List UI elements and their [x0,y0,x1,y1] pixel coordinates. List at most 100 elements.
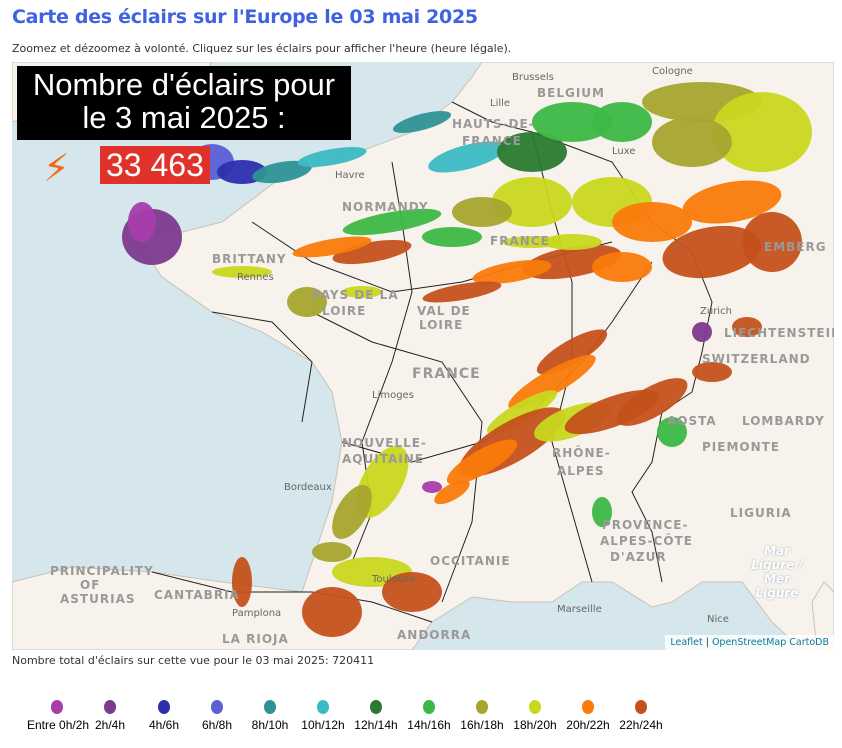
label-val-loire: LOIRE [419,318,464,332]
strike-cluster[interactable] [232,557,252,607]
strike-cluster[interactable] [592,252,652,282]
strike-cluster[interactable] [732,317,762,337]
strike-cluster[interactable] [592,497,612,527]
legend-label: 8h/10h [251,718,289,732]
strike-cluster[interactable] [391,107,453,138]
label-asturias-2: OF [80,578,101,592]
strike-cluster[interactable] [422,481,442,493]
legend-item: 8h/10h [240,700,300,732]
label-havre: Havre [335,170,365,181]
lightning-map[interactable]: Brussels BELGIUM Cologne Lille HAUTS-DE-… [12,62,834,650]
legend-color-dot [476,700,488,714]
legend-label: 12h/14h [354,718,398,732]
strike-cluster[interactable] [422,227,482,247]
strike-cluster[interactable] [657,417,687,447]
strike-cluster[interactable] [497,132,567,172]
strike-cluster[interactable] [312,542,352,562]
strike-cluster[interactable] [492,177,572,227]
legend-color-dot [529,700,541,714]
label-mer-ligure: Mar Ligure / Mer Ligure [751,544,803,600]
strike-cluster[interactable] [531,322,612,383]
label-provence-2: ALPES-CÔTE [600,534,693,548]
legend-item: 2h/4h [80,700,140,732]
label-brussels: Brussels [512,72,554,83]
strike-cluster[interactable] [679,174,784,231]
legend-item: 18h/20h [505,700,565,732]
map-canvas[interactable] [12,62,834,650]
strike-cluster[interactable] [291,232,373,262]
strike-cluster[interactable] [592,102,652,142]
strike-cluster[interactable] [296,143,368,171]
label-asturias-3: ASTURIAS [60,592,136,606]
leaflet-link[interactable]: Leaflet [670,637,703,648]
strike-cluster[interactable] [542,234,602,250]
legend-item: Entre 0h/2h [27,700,89,732]
strike-cluster[interactable] [251,157,314,187]
strike-cluster[interactable] [441,432,522,493]
strike-cluster[interactable] [287,287,327,317]
strike-cluster[interactable] [658,219,765,286]
legend-item: 6h/8h [187,700,247,732]
strike-cluster[interactable] [610,369,694,435]
lightning-strikes[interactable] [122,82,812,637]
strike-cluster[interactable] [431,475,474,509]
strike-cluster[interactable] [425,135,508,179]
legend-color-dot [211,700,223,714]
label-cantabria: CANTABRIA [154,588,240,602]
legend-item: 22h/24h [611,700,671,732]
strike-cluster[interactable] [692,322,712,342]
strike-cluster[interactable] [324,479,380,546]
strike-cluster[interactable] [382,572,442,612]
strike-cluster[interactable] [482,383,561,440]
strike-cluster[interactable] [532,102,612,142]
map-attribution: Leaflet | OpenStreetMap CartoDB [665,635,834,650]
legend-item: 16h/18h [452,700,512,732]
strike-cluster[interactable] [692,362,732,382]
label-france: FRANCE [412,366,481,382]
count-heading-line1: Nombre d'éclairs pour [32,67,336,102]
strike-cluster[interactable] [421,277,503,307]
label-zurich: Zurich [700,306,732,317]
legend-label: 2h/4h [94,718,126,732]
label-marseille: Marseille [557,604,602,615]
legend-label: 18h/20h [513,718,557,732]
page-title: Carte des éclairs sur l'Europe le 03 mai… [12,6,478,28]
legend-color-dot [51,700,63,714]
label-provence-1: PROVENCE- [602,518,689,532]
label-lombardy: LOMBARDY [742,414,825,428]
count-heading-line2: le 3 mai 2025 : [82,100,286,135]
legend-item: 14h/16h [399,700,459,732]
label-switzerland: SWITZERLAND [702,352,811,366]
label-belgium: BELGIUM [537,86,605,100]
label-provence-3: D'AZUR [610,550,667,564]
legend-label: 22h/24h [619,718,663,732]
label-liechtenstein: LIECHTENSTEIN [724,326,834,340]
legend-color-dot [423,700,435,714]
strike-cluster[interactable] [452,197,512,227]
strike-cluster[interactable] [341,203,443,240]
strike-cluster[interactable] [331,235,413,269]
legend-color-dot [264,700,276,714]
label-rennes: Rennes [237,272,274,283]
legend-color-dot [104,700,116,714]
strike-cluster[interactable] [502,236,562,248]
strike-cluster[interactable] [503,347,602,418]
strike-cluster[interactable] [342,286,382,298]
strike-cluster[interactable] [302,587,362,637]
label-piemonte: PIEMONTE [702,440,781,454]
label-bordeaux: Bordeaux [284,482,332,493]
strike-cluster[interactable] [128,202,156,242]
strike-cluster[interactable] [742,212,802,272]
legend-color-dot [370,700,382,714]
legend-item: 12h/14h [346,700,406,732]
osm-cartodb-link[interactable]: OpenStreetMap CartoDB [711,637,829,648]
strike-cluster[interactable] [212,266,272,278]
legend-label: 6h/8h [201,718,233,732]
strike-cluster[interactable] [652,117,732,167]
strike-cluster[interactable] [471,255,553,289]
strike-cluster[interactable] [712,92,812,172]
label-val: VAL DE [417,304,471,318]
label-france-north: FRANCE [490,234,550,248]
strike-cluster[interactable] [612,202,692,242]
label-pamplona: Pamplona [232,608,282,619]
